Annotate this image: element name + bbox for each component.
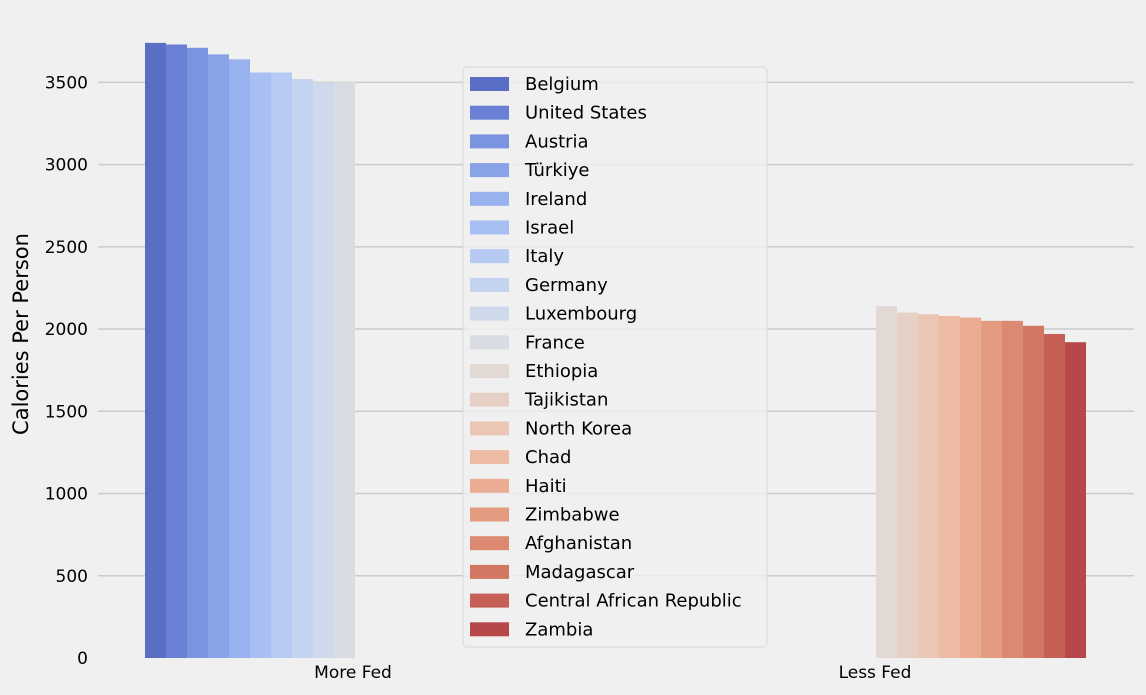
y-tick-label: 0	[77, 649, 88, 669]
bar-central-african-republic	[1044, 333, 1065, 658]
legend-entry: Tajikistan	[524, 390, 608, 411]
legend: Belgium United States Austria Türkiye Irelan…	[462, 66, 768, 648]
legend-swatch	[470, 220, 509, 235]
legend-swatch	[470, 478, 509, 493]
y-tick-label: 3000	[45, 156, 88, 176]
legend-swatch	[470, 421, 509, 436]
legend-swatch	[470, 564, 509, 579]
legend-swatch	[470, 450, 509, 465]
legend-swatch	[470, 364, 509, 378]
legend-box	[462, 66, 768, 648]
legend-entry: France	[525, 332, 585, 353]
bar-luxembourg	[313, 82, 334, 658]
bar-madagascar	[1023, 325, 1044, 658]
bar-germany	[292, 79, 313, 659]
legend-swatch	[470, 277, 509, 292]
bar-israel	[250, 72, 271, 658]
legend-swatch	[470, 507, 509, 522]
legend-swatch	[470, 593, 509, 608]
legend-entry: Germany	[525, 275, 608, 296]
x-tick-label: More Fed	[314, 663, 392, 683]
x-tick-label: Less Fed	[839, 663, 912, 683]
axes: 0 500 1000 1500 2000 2500 3000 3500 More Fed Less…	[45, 73, 912, 683]
legend-entry: Afghanistan	[525, 533, 632, 554]
y-tick-label: 1500	[45, 402, 88, 422]
y-axis-label: Calories Per Person	[9, 233, 33, 435]
legend-entry: Italy	[525, 246, 564, 267]
bar-zimbabwe	[981, 320, 1002, 658]
bar-haiti	[960, 317, 981, 658]
bar-zambia	[1065, 342, 1086, 658]
legend-entry: Zambia	[525, 619, 593, 640]
y-tick-label: 2500	[45, 238, 88, 258]
y-tick-label: 3500	[45, 73, 88, 93]
legend-swatch	[470, 163, 509, 178]
legend-entry: Central African Republic	[525, 591, 742, 612]
legend-entry: Ethiopia	[525, 361, 598, 382]
legend-entry: Luxembourg	[525, 304, 637, 325]
legend-entry: Türkiye	[524, 160, 590, 181]
legend-entry: Madagascar	[525, 562, 635, 583]
bar-north-korea	[918, 314, 939, 658]
legend-swatch	[470, 77, 509, 91]
legend-swatch	[470, 134, 509, 149]
bar-france	[334, 82, 355, 658]
bar-austria	[187, 47, 208, 659]
legend-entry: Ireland	[525, 189, 587, 210]
legend-entry: North Korea	[525, 418, 632, 439]
legend-entry: Chad	[525, 447, 571, 468]
bar-ireland	[229, 59, 250, 658]
legend-swatch	[470, 335, 509, 350]
legend-swatch	[470, 249, 509, 264]
legend-swatch	[470, 105, 509, 120]
legend-swatch	[470, 392, 509, 407]
bar-tajikistan	[897, 312, 918, 658]
bar-afghanistan	[1002, 320, 1023, 658]
bar-t-rkiye	[208, 54, 229, 658]
y-tick-label: 500	[56, 567, 88, 587]
legend-entry: Austria	[525, 131, 589, 152]
legend-swatch	[470, 622, 509, 637]
legend-swatch	[470, 306, 509, 321]
y-tick-label: 2000	[45, 320, 88, 340]
bar-united-states	[166, 44, 187, 658]
legend-swatch	[470, 536, 509, 551]
bar-ethiopia	[876, 306, 897, 658]
legend-entry: Zimbabwe	[525, 505, 620, 526]
bar-italy	[271, 72, 292, 658]
legend-entry: United States	[525, 103, 647, 124]
legend-entry: Haiti	[525, 476, 567, 497]
bar-chad	[939, 315, 960, 658]
legend-swatch	[470, 191, 509, 206]
legend-entry: Belgium	[525, 74, 599, 95]
bars	[145, 42, 1086, 659]
y-tick-label: 1000	[45, 485, 88, 505]
legend-entry: Israel	[525, 218, 574, 239]
bar-belgium	[145, 42, 166, 659]
